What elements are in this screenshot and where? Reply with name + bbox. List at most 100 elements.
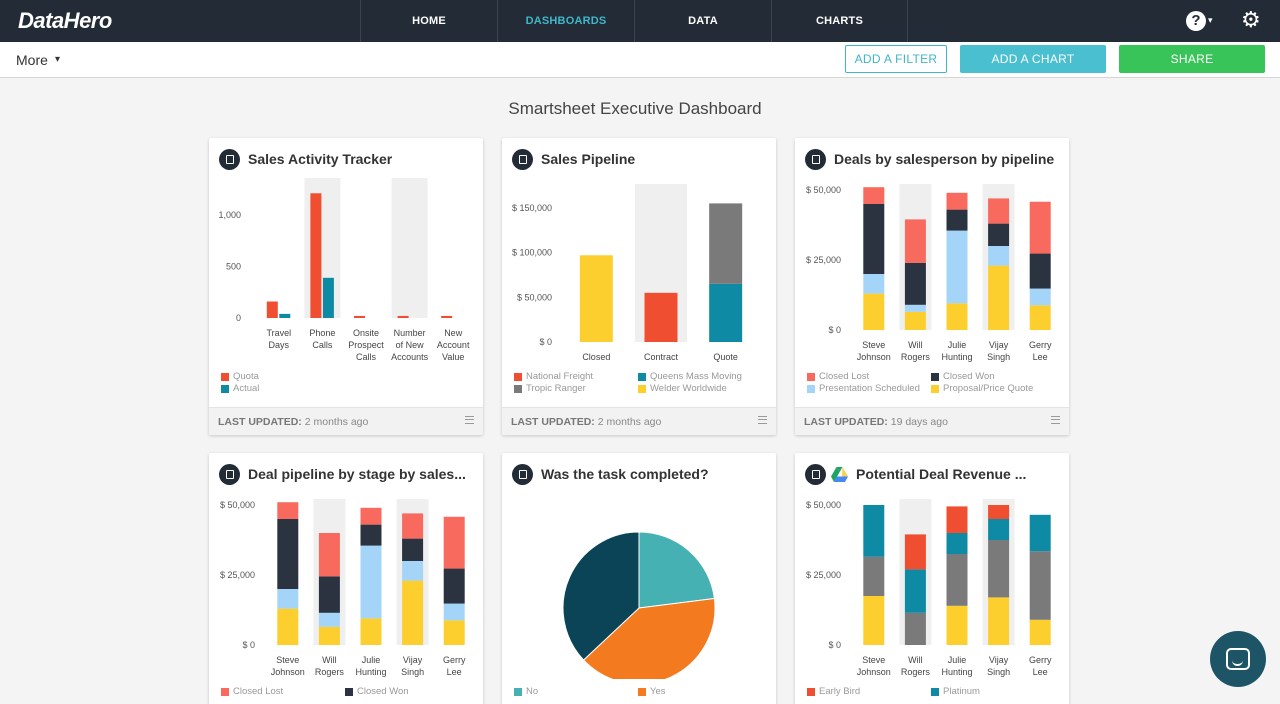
bar-segment	[360, 507, 382, 525]
bar-segment	[402, 580, 424, 645]
chart-card-task-completed[interactable]: Was the task completed? No Yes	[502, 453, 776, 704]
chart-card-deals-by-salesperson[interactable]: Deals by salesperson by pipeline $ 0 $ 25…	[795, 138, 1069, 435]
y-tick-label: $ 0	[828, 640, 841, 650]
bar-segment	[1029, 305, 1051, 330]
legend-label: Welder Worldwide	[650, 383, 727, 394]
x-tick-label: Hunting	[941, 667, 972, 677]
bar-segment	[946, 230, 968, 304]
legend-label: Yes	[650, 686, 666, 697]
x-tick-label: New	[444, 328, 463, 338]
x-tick-label: Will	[908, 655, 923, 665]
tab-charts[interactable]: CHARTS	[771, 0, 908, 42]
bar-segment	[443, 620, 465, 645]
card-title[interactable]: Was the task completed?	[541, 466, 709, 482]
x-tick-label: Steve	[276, 655, 299, 665]
bar-segment	[443, 516, 465, 569]
bar-segment	[402, 513, 424, 539]
app-logo[interactable]: DataHero	[18, 8, 112, 33]
card-title[interactable]: Sales Pipeline	[541, 151, 636, 167]
x-tick-label: Vijay	[989, 340, 1009, 350]
x-tick-label: Steve	[862, 340, 885, 350]
legend-item: Quota	[221, 371, 259, 382]
bar-segment	[946, 303, 968, 330]
chevron-down-icon[interactable]: ▾	[55, 54, 61, 65]
x-tick-label: Account	[437, 340, 470, 350]
menu-icon[interactable]	[1051, 416, 1060, 424]
x-tick-label: Lee	[447, 667, 462, 677]
help-caret-icon[interactable]: ▾	[1208, 15, 1213, 25]
bar-segment	[946, 605, 968, 645]
y-tick-label: $ 25,000	[220, 570, 255, 580]
bar-segment	[863, 187, 885, 204]
more-menu[interactable]: More	[16, 52, 48, 68]
x-tick-label: Julie	[362, 655, 381, 665]
legend-label: Quota	[233, 371, 259, 382]
card-title[interactable]: Sales Activity Tracker	[248, 151, 393, 167]
y-tick-label: 0	[236, 313, 241, 323]
y-tick-label: $ 100,000	[512, 248, 552, 258]
add-chart-button[interactable]: ADD A CHART	[960, 45, 1106, 73]
legend-label: Actual	[233, 383, 260, 394]
chart-type-icon	[512, 148, 533, 170]
bar-actual	[322, 277, 334, 318]
page-scrollbar[interactable]	[1268, 78, 1280, 704]
nav-tabs: HOME DASHBOARDS DATA CHARTS	[360, 0, 908, 42]
bar-segment	[904, 311, 926, 330]
bar-segment	[360, 545, 382, 619]
bar-quota	[354, 315, 365, 318]
legend-label: Closed Won	[357, 686, 409, 697]
menu-icon[interactable]	[758, 416, 767, 424]
chart-type-icon	[219, 148, 240, 170]
deals-by-salesperson-chart: $ 0 $ 25,000 $ 50,000 Steve Johnson Will Roger…	[806, 184, 1052, 362]
bar-segment	[904, 219, 926, 263]
chat-icon[interactable]	[1210, 631, 1266, 687]
x-tick-label: Vijay	[989, 655, 1009, 665]
legend-item: Presentation Scheduled	[807, 383, 920, 394]
x-tick-label: Gerry	[443, 655, 466, 665]
legend-item: Closed Won	[931, 371, 995, 382]
legend-item: National Freight	[514, 371, 593, 382]
x-tick-label: Vijay	[403, 655, 423, 665]
legend-swatch	[931, 384, 939, 393]
menu-icon[interactable]	[465, 416, 474, 424]
chart-card-potential-revenue[interactable]: Potential Deal Revenue ... $ 0 $ 25,000 $ …	[795, 453, 1069, 704]
card-title[interactable]: Deal pipeline by stage by sales...	[248, 466, 466, 482]
add-filter-button[interactable]: ADD A FILTER	[845, 45, 947, 73]
legend-label: Tropic Ranger	[526, 383, 586, 394]
card-title[interactable]: Potential Deal Revenue ...	[856, 466, 1027, 482]
dashboard-toolbar: More ▾ ADD A FILTER ADD A CHART SHARE	[0, 42, 1280, 78]
x-tick-label: Phone	[309, 328, 335, 338]
bar-segment	[318, 533, 340, 577]
pie-slice	[562, 531, 640, 661]
legend-swatch	[638, 372, 646, 381]
x-tick-label: Johnson	[857, 667, 891, 677]
bar-quota	[441, 315, 453, 318]
tab-data[interactable]: DATA	[634, 0, 771, 42]
tab-dashboards[interactable]: DASHBOARDS	[497, 0, 634, 42]
tab-home[interactable]: HOME	[360, 0, 497, 42]
top-nav: DataHero HOME DASHBOARDS DATA CHARTS ? ▾…	[0, 0, 1280, 42]
bar-quota	[310, 193, 322, 318]
y-tick-label: 1,000	[218, 210, 241, 220]
legend-swatch	[638, 384, 646, 393]
chart-type-icon	[219, 463, 240, 485]
chart-card-deal-pipeline[interactable]: Deal pipeline by stage by sales... $ 0 $ …	[209, 453, 483, 704]
bar-segment	[988, 519, 1010, 540]
gear-icon[interactable]: ⚙	[1241, 7, 1261, 32]
y-tick-label: 500	[226, 261, 241, 271]
chart-card-sales-pipeline[interactable]: Sales Pipeline $ 0 $ 50,000 $ 100,000 $ 150…	[502, 138, 776, 435]
chart-type-icon	[512, 463, 533, 485]
bar-segment	[863, 596, 885, 645]
x-tick-label: Johnson	[857, 352, 891, 362]
bar-segment	[863, 505, 885, 557]
x-tick-label: Julie	[948, 655, 967, 665]
legend-label: Closed Won	[943, 371, 995, 382]
chart-card-sales-activity[interactable]: Sales Activity Tracker 0 500 1,000 Travel Da…	[209, 138, 483, 435]
help-icon[interactable]: ?	[1186, 11, 1206, 31]
highlight-column	[304, 178, 341, 318]
card-title[interactable]: Deals by salesperson by pipeline	[834, 151, 1055, 167]
x-tick-label: Value	[442, 352, 464, 362]
bar-segment	[988, 246, 1010, 266]
share-button[interactable]: SHARE	[1119, 45, 1265, 73]
bar-segment	[946, 192, 968, 210]
